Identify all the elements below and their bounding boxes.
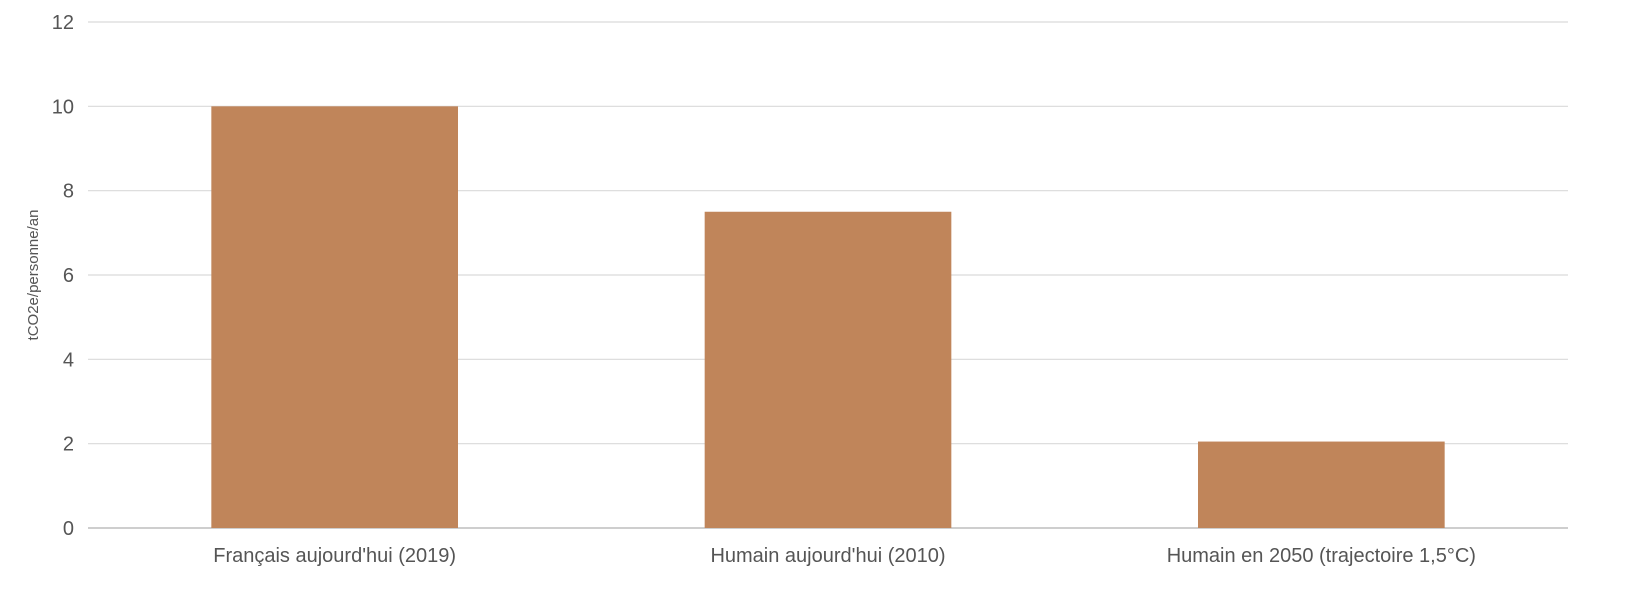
bar xyxy=(211,106,458,528)
y-tick-label: 10 xyxy=(52,96,74,118)
bars xyxy=(211,106,1445,528)
y-tick-label: 8 xyxy=(63,181,74,203)
x-tick-label: Humain en 2050 (trajectoire 1,5°C) xyxy=(1167,545,1476,567)
y-tick-label: 2 xyxy=(63,434,74,456)
y-tick-labels: 0 2 4 6 8 10 12 xyxy=(52,12,74,540)
bar xyxy=(704,211,952,528)
x-tick-labels: Français aujourd'hui (2019) Humain aujour… xyxy=(213,545,1476,567)
y-tick-label: 0 xyxy=(63,518,74,540)
y-tick-label: 4 xyxy=(63,349,74,371)
x-tick-label: Français aujourd'hui (2019) xyxy=(213,545,456,567)
bar xyxy=(1198,441,1445,528)
y-tick-label: 6 xyxy=(63,265,74,287)
y-axis-label: tCO2e/personne/an xyxy=(25,210,42,341)
y-tick-label: 12 xyxy=(52,12,74,34)
x-tick-label: Humain aujourd'hui (2010) xyxy=(710,545,945,567)
